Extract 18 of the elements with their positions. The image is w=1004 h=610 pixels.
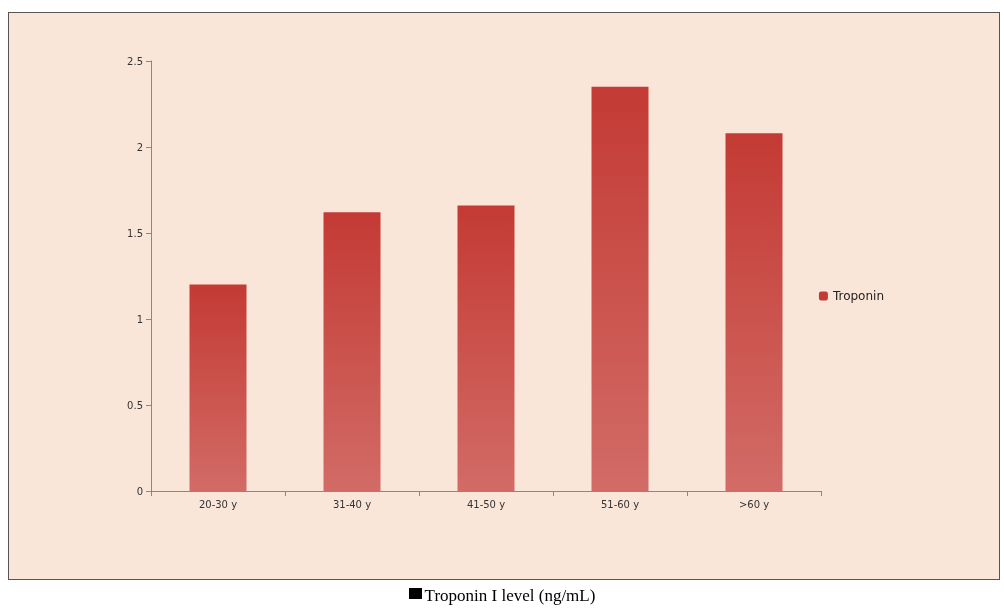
y-tick-label: 0.5: [127, 399, 143, 411]
y-tick-label: 2.5: [127, 55, 143, 67]
legend-label: Troponin: [831, 289, 885, 303]
bar: [323, 212, 381, 491]
x-tick-label: >60 y: [738, 498, 770, 510]
bar: [591, 86, 649, 491]
x-tick-label: 41-50 y: [466, 498, 506, 510]
y-tick-label: 2: [136, 141, 143, 153]
y-tick-label: 1: [136, 313, 143, 325]
y-tick-label: 1.5: [127, 227, 143, 239]
bar: [457, 205, 515, 491]
bar: [725, 133, 783, 491]
bar: [189, 284, 247, 491]
x-tick-label: 20-30 y: [198, 498, 238, 510]
x-tick-label: 31-40 y: [332, 498, 372, 510]
text: Troponin I level (ng/mL): [423, 586, 597, 606]
y-tick-label: 0: [136, 485, 143, 497]
x-tick-label: 51-60 y: [600, 498, 640, 510]
